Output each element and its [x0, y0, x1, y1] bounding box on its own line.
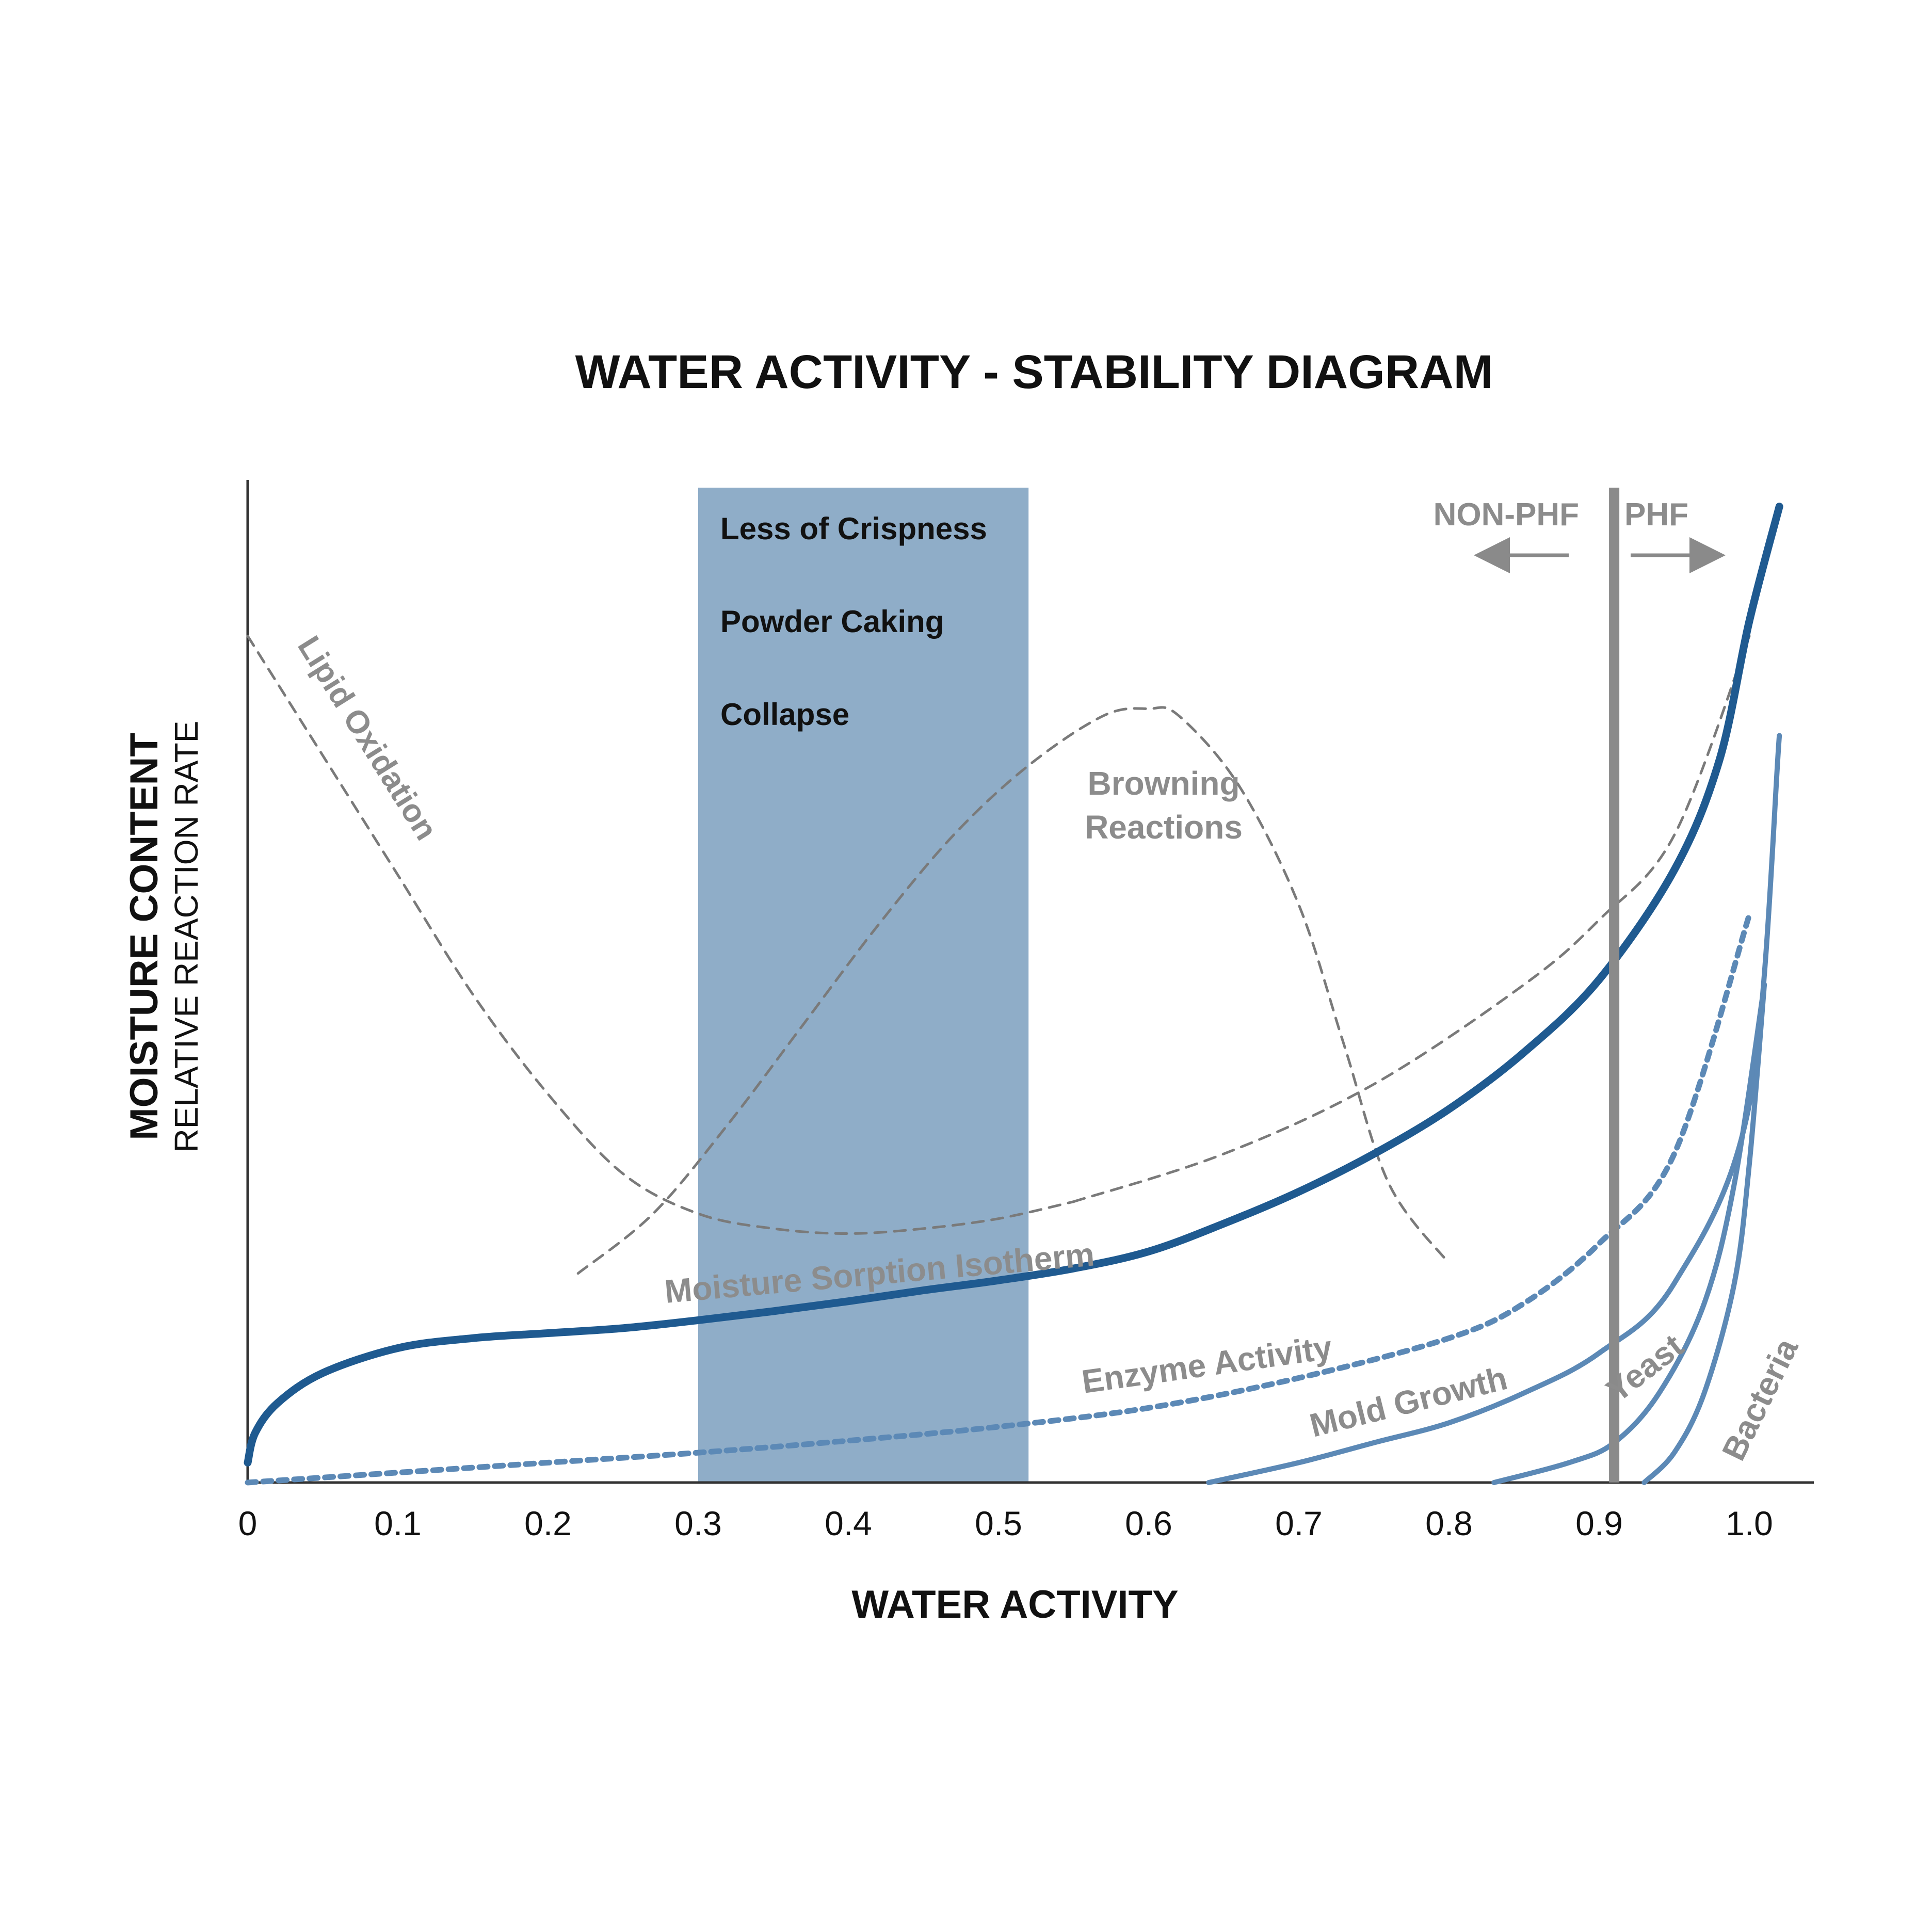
- x-tick-label: 1.0: [1726, 1504, 1773, 1542]
- bacteria-line: [1641, 982, 1767, 1485]
- band-label-caking: Powder Caking: [720, 604, 944, 639]
- y-axis-label-secondary: RELATIVE REACTION RATE: [168, 721, 205, 1153]
- phf-label: PHF: [1624, 497, 1688, 533]
- lipid-oxidation-label: Lipid Oxidation: [291, 630, 444, 846]
- x-axis-label: WATER ACTIVITY: [851, 1583, 1178, 1627]
- x-tick-label: 0.3: [674, 1504, 722, 1542]
- x-tick-label: 0: [238, 1504, 257, 1542]
- x-tick-label: 0.6: [1125, 1504, 1172, 1542]
- x-tick-label: 0.5: [975, 1504, 1022, 1542]
- yeast-line: [1491, 982, 1767, 1485]
- x-tick-labels: 0 0.1 0.2 0.3 0.4 0.5 0.6 0.7 0.8 0.9 1.0: [238, 1504, 1773, 1542]
- y-axis-label: MOISTURE CONTENT: [122, 733, 166, 1140]
- x-tick-label: 0.7: [1275, 1504, 1323, 1542]
- lipid-oxidation-rising-line: [1072, 635, 1751, 1203]
- browning-label-line2: Reactions: [1085, 809, 1243, 846]
- moisture-sorption-isotherm-line: [244, 503, 1783, 1467]
- band-label-crispness: Less of Crispness: [720, 511, 987, 546]
- non-phf-label: NON-PHF: [1434, 497, 1579, 533]
- x-tick-label: 0.2: [524, 1504, 572, 1542]
- browning-label-line1: Browning: [1087, 765, 1239, 802]
- bacteria-label: Bacteria: [1715, 1332, 1806, 1466]
- chart-title: WATER ACTIVITY - STABILITY DIAGRAM: [575, 346, 1493, 398]
- mold-label: Mold Growth: [1306, 1359, 1511, 1444]
- x-tick-label: 0.1: [374, 1504, 422, 1542]
- lipid-oxidation-line: [246, 635, 1075, 1235]
- band-label-collapse: Collapse: [720, 697, 849, 732]
- x-tick-label: 0.9: [1575, 1504, 1623, 1542]
- enzyme-label: Enzyme Activity: [1080, 1329, 1334, 1400]
- x-tick-label: 0.4: [825, 1504, 872, 1542]
- x-tick-label: 0.8: [1425, 1504, 1473, 1542]
- browning-reactions-line: [576, 706, 1451, 1275]
